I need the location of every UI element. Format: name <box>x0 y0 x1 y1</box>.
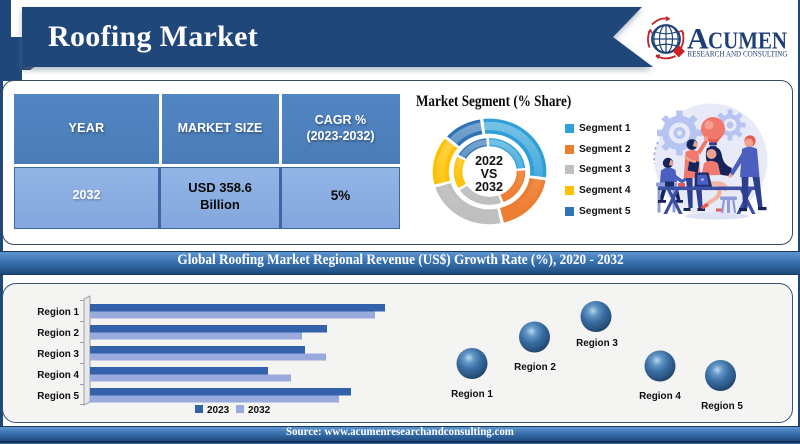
svg-text:Region 4: Region 4 <box>639 391 681 402</box>
svg-text:Region 3: Region 3 <box>576 338 618 349</box>
svg-text:Region 3: Region 3 <box>37 349 79 360</box>
svg-text:Region 5: Region 5 <box>37 391 79 402</box>
svg-text:Region 5: Region 5 <box>701 401 743 412</box>
svg-text:RESEARCH AND CONSULTING: RESEARCH AND CONSULTING <box>688 50 788 59</box>
svg-text:2023: 2023 <box>207 405 230 416</box>
svg-text:A: A <box>687 23 709 56</box>
svg-text:Region 1: Region 1 <box>451 389 493 400</box>
svg-text:2032: 2032 <box>248 405 271 416</box>
svg-text:Region 1: Region 1 <box>37 307 79 318</box>
svg-text:Region 2: Region 2 <box>514 362 556 373</box>
svg-text:CUMEN: CUMEN <box>708 29 788 55</box>
svg-text:Region 2: Region 2 <box>37 328 79 339</box>
svg-text:Region 4: Region 4 <box>37 370 79 381</box>
